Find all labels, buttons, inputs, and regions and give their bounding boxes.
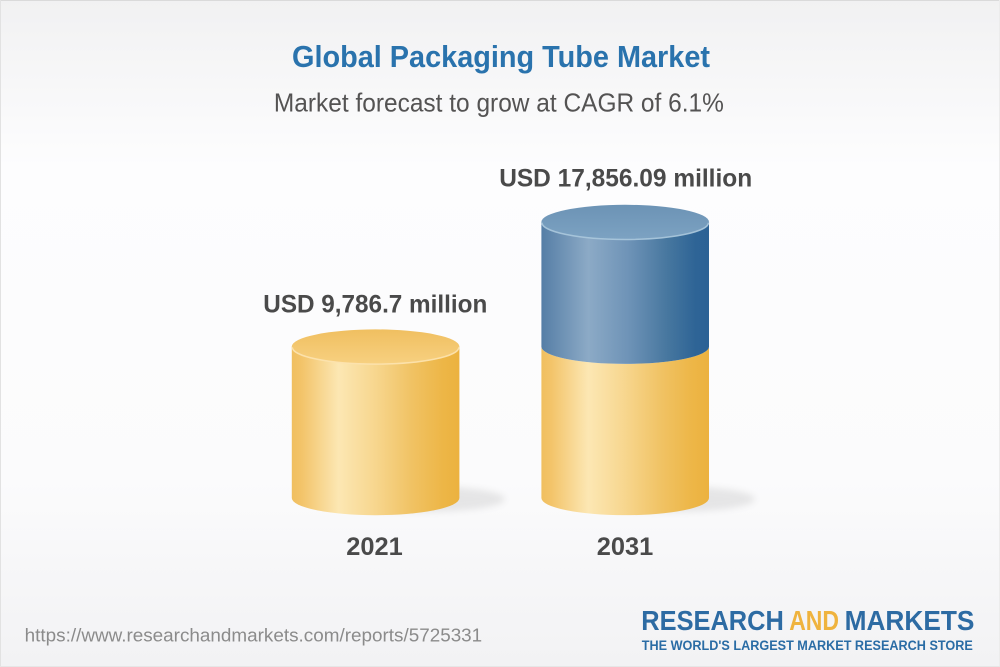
svg-text:2031: 2031 <box>597 533 654 561</box>
svg-text:AND: AND <box>789 605 839 636</box>
svg-text:THE WORLD'S LARGEST MARKET RES: THE WORLD'S LARGEST MARKET RESEARCH STOR… <box>642 637 973 653</box>
svg-text:MARKETS: MARKETS <box>845 605 975 636</box>
svg-text:https://www.researchandmarkets: https://www.researchandmarkets.com/repor… <box>25 624 483 645</box>
svg-text:USD 9,786.7 million: USD 9,786.7 million <box>263 291 487 319</box>
svg-text:Global Packaging Tube Market: Global Packaging Tube Market <box>292 40 710 74</box>
svg-text:Market forecast to grow at CAG: Market forecast to grow at CAGR of 6.1% <box>274 90 724 118</box>
svg-text:USD 17,856.09 million: USD 17,856.09 million <box>499 165 752 193</box>
svg-text:2021: 2021 <box>346 533 403 561</box>
svg-text:RESEARCH: RESEARCH <box>641 605 784 636</box>
